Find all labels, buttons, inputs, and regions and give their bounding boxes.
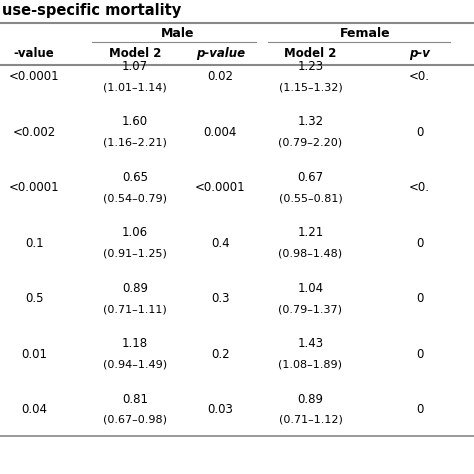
Text: 1.07: 1.07 (122, 60, 148, 73)
Text: 0.89: 0.89 (298, 392, 323, 406)
Text: <0.: <0. (409, 70, 430, 83)
Text: <0.0001: <0.0001 (195, 181, 246, 194)
Text: 0: 0 (416, 403, 423, 416)
Text: <0.0001: <0.0001 (9, 70, 59, 83)
Text: 0: 0 (416, 237, 423, 250)
Text: 0.81: 0.81 (122, 392, 148, 406)
Text: (0.54–0.79): (0.54–0.79) (103, 193, 167, 203)
Text: 0.3: 0.3 (211, 292, 230, 305)
Text: (0.55–0.81): (0.55–0.81) (279, 193, 342, 203)
Text: (0.91–1.25): (0.91–1.25) (103, 248, 167, 259)
Text: 1.06: 1.06 (122, 226, 148, 239)
Text: <0.002: <0.002 (12, 126, 56, 139)
Text: Female: Female (340, 27, 390, 40)
Text: (0.79–1.37): (0.79–1.37) (278, 304, 343, 314)
Text: (1.08–1.89): (1.08–1.89) (278, 359, 343, 370)
Text: 0.5: 0.5 (25, 292, 44, 305)
Text: 0.4: 0.4 (211, 237, 230, 250)
Text: 0.65: 0.65 (122, 171, 148, 184)
Text: (1.15–1.32): (1.15–1.32) (279, 82, 342, 92)
Text: -value: -value (14, 46, 55, 60)
Text: 1.60: 1.60 (122, 115, 148, 128)
Text: (0.94–1.49): (0.94–1.49) (103, 359, 167, 370)
Text: 0: 0 (416, 347, 423, 361)
Text: Model 2: Model 2 (109, 46, 161, 60)
Text: 1.04: 1.04 (297, 282, 324, 295)
Text: 0.03: 0.03 (208, 403, 233, 416)
Text: (0.67–0.98): (0.67–0.98) (103, 415, 167, 425)
Text: use-specific mortality: use-specific mortality (2, 3, 182, 18)
Text: 1.32: 1.32 (297, 115, 324, 128)
Text: (0.71–1.12): (0.71–1.12) (279, 415, 342, 425)
Text: Model 2: Model 2 (284, 46, 337, 60)
Text: 0: 0 (416, 292, 423, 305)
Text: 1.18: 1.18 (122, 337, 148, 350)
Text: <0.0001: <0.0001 (9, 181, 59, 194)
Text: 0.2: 0.2 (211, 347, 230, 361)
Text: 0.89: 0.89 (122, 282, 148, 295)
Text: (1.16–2.21): (1.16–2.21) (103, 137, 167, 148)
Text: 1.21: 1.21 (297, 226, 324, 239)
Text: 0.02: 0.02 (208, 70, 233, 83)
Text: 0: 0 (416, 126, 423, 139)
Text: p-v: p-v (409, 46, 430, 60)
Text: p-value: p-value (196, 46, 245, 60)
Text: (1.01–1.14): (1.01–1.14) (103, 82, 167, 92)
Text: (0.79–2.20): (0.79–2.20) (278, 137, 343, 148)
Text: 1.23: 1.23 (297, 60, 324, 73)
Text: <0.: <0. (409, 181, 430, 194)
Text: 0.67: 0.67 (297, 171, 324, 184)
Text: 0.004: 0.004 (204, 126, 237, 139)
Text: (0.71–1.11): (0.71–1.11) (103, 304, 167, 314)
Text: 0.1: 0.1 (25, 237, 44, 250)
Text: 1.43: 1.43 (297, 337, 324, 350)
Text: 0.04: 0.04 (21, 403, 47, 416)
Text: 0.01: 0.01 (21, 347, 47, 361)
Text: (0.98–1.48): (0.98–1.48) (278, 248, 343, 259)
Text: Male: Male (161, 27, 194, 40)
